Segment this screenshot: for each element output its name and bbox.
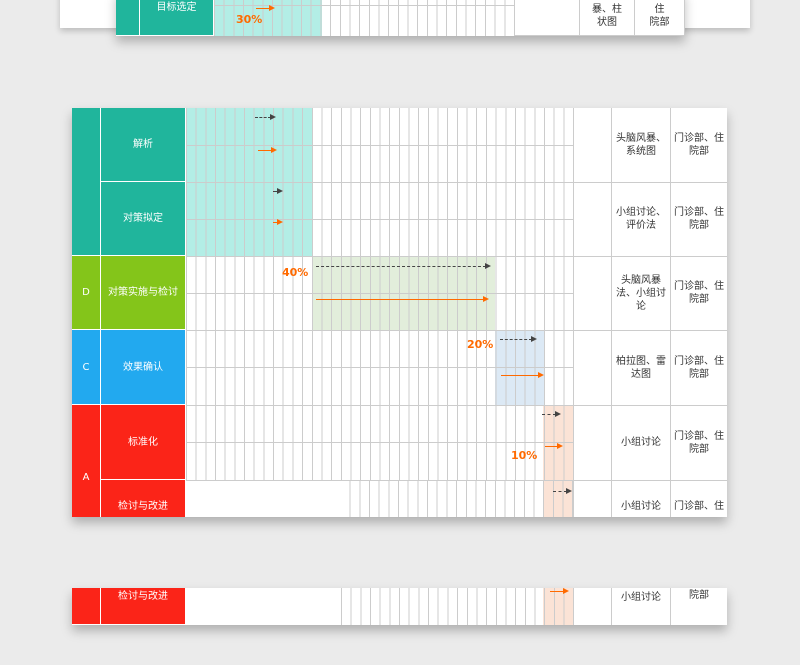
actual-arrow xyxy=(545,443,563,449)
dept-label: 门诊部、住院部 xyxy=(674,133,724,157)
dept-label: 院部 xyxy=(689,589,709,601)
phase-act xyxy=(72,588,101,625)
task-label: 效果确认 xyxy=(123,361,163,373)
dept-cell: 门诊部、住院部 xyxy=(671,256,727,330)
dept-cell: 门诊部、住 院部 xyxy=(635,0,685,36)
gantt-sheet: D C A 解析 对策拟定 对策实施与检讨 效果确认 标准化 检讨与改进 40%… xyxy=(72,108,727,517)
row-divider xyxy=(186,293,574,294)
method-label: 小组讨论、评价法 xyxy=(616,207,666,231)
task-row: 对策拟定 xyxy=(101,182,186,256)
method-cell: 头脑风暴、柱 状图 xyxy=(580,0,635,36)
method-cell: 头脑风暴法、小组讨论 xyxy=(612,256,670,330)
top-sheet: 目标选定 30% 头脑风暴、柱 状图 门诊部、住 院部 xyxy=(116,0,685,36)
row-divider xyxy=(186,442,574,443)
dept-cell: 院部 xyxy=(671,588,727,602)
actual-arrow xyxy=(316,296,489,302)
method-cell: 小组讨论 xyxy=(612,590,670,604)
row-divider xyxy=(186,330,727,331)
method-label: 头脑风暴、柱 状图 xyxy=(592,0,622,28)
task-row: 检讨与改进 xyxy=(101,480,186,517)
timeline-grid xyxy=(186,108,574,480)
actual-arrow xyxy=(256,5,275,11)
method-cell: 小组讨论、评价法 xyxy=(612,182,670,256)
row-divider xyxy=(214,5,514,6)
method-label: 头脑风暴、系统图 xyxy=(616,133,666,157)
timeline-grid xyxy=(341,480,574,517)
column-divider xyxy=(611,588,612,625)
method-label: 小组讨论 xyxy=(621,591,661,603)
blank-cell xyxy=(514,0,580,36)
bottom-sheet: 检讨与改进 小组讨论 院部 xyxy=(72,588,727,625)
task-label: 检讨与改进 xyxy=(118,591,168,602)
phase-label: A xyxy=(82,472,90,483)
progress-percent: 10% xyxy=(511,449,538,462)
column-divider xyxy=(670,108,671,517)
method-cell: 小组讨论 xyxy=(612,480,670,517)
phase-do: D xyxy=(72,256,101,330)
method-label: 柏拉图、雷达图 xyxy=(616,355,666,380)
plan-arrow xyxy=(316,263,491,269)
actual-arrow xyxy=(501,372,544,378)
column-divider xyxy=(611,108,612,517)
dept-cell: 门诊部、住院部 xyxy=(671,108,727,182)
task-cell: 检讨与改进 xyxy=(101,588,186,625)
phase-act: A xyxy=(72,405,101,517)
timeline-grid xyxy=(214,0,514,36)
task-row: 对策实施与检讨 xyxy=(101,256,186,330)
dept-cell: 门诊部、住院部 xyxy=(671,405,727,480)
dept-label: 门诊部、住院部 xyxy=(674,281,724,305)
task-row: 解析 xyxy=(101,108,186,182)
task-row: 标准化 xyxy=(101,405,186,480)
phase-cell xyxy=(116,0,140,36)
dept-label: 门诊部、住 xyxy=(674,501,724,512)
phase-check: C xyxy=(72,330,101,405)
actual-arrow xyxy=(273,219,283,225)
phase-plan xyxy=(72,108,101,256)
row-divider xyxy=(186,182,727,183)
progress-percent: 40% xyxy=(282,266,309,279)
task-label: 目标选定 xyxy=(156,2,197,13)
progress-percent: 30% xyxy=(236,13,263,26)
method-label: 小组讨论 xyxy=(621,437,661,448)
progress-percent: 20% xyxy=(467,338,494,351)
row-divider xyxy=(186,367,574,368)
row-divider xyxy=(186,145,574,146)
plan-arrow xyxy=(553,488,572,494)
actual-arrow xyxy=(258,147,277,153)
column-divider xyxy=(670,588,671,625)
method-cell: 柏拉图、雷达图 xyxy=(612,330,670,405)
phase-label: D xyxy=(82,287,90,298)
blank-column xyxy=(573,108,574,517)
plan-arrow xyxy=(255,114,276,120)
dept-label: 门诊部、住院部 xyxy=(674,207,724,231)
method-cell: 小组讨论 xyxy=(612,405,670,480)
plan-arrow xyxy=(273,188,283,194)
dept-cell: 门诊部、住院部 xyxy=(671,330,727,405)
task-label: 对策拟定 xyxy=(123,213,163,224)
actual-arrow xyxy=(550,588,569,594)
dept-label: 门诊部、住院部 xyxy=(674,430,724,455)
task-row: 效果确认 xyxy=(101,330,186,405)
dept-cell: 门诊部、住 xyxy=(671,480,727,517)
method-label: 小组讨论 xyxy=(621,501,661,512)
row-divider xyxy=(186,219,574,220)
plan-arrow xyxy=(500,336,537,342)
phase-label: C xyxy=(82,361,90,373)
dept-label: 门诊部、住院部 xyxy=(674,355,724,380)
method-label: 头脑风暴法、小组讨论 xyxy=(616,274,666,312)
task-label: 解析 xyxy=(133,139,153,150)
row-divider xyxy=(186,480,727,481)
dept-label: 门诊部、住 院部 xyxy=(640,0,680,28)
row-divider xyxy=(186,256,727,257)
task-label: 对策实施与检讨 xyxy=(108,287,178,298)
task-cell: 目标选定 xyxy=(140,0,214,36)
timeline-grid xyxy=(341,588,574,625)
method-cell: 头脑风暴、系统图 xyxy=(612,108,670,182)
plan-arrow xyxy=(542,411,561,417)
row-divider xyxy=(186,405,727,406)
task-label: 检讨与改进 xyxy=(118,501,168,512)
dept-cell: 门诊部、住院部 xyxy=(671,182,727,256)
task-label: 标准化 xyxy=(128,436,158,448)
